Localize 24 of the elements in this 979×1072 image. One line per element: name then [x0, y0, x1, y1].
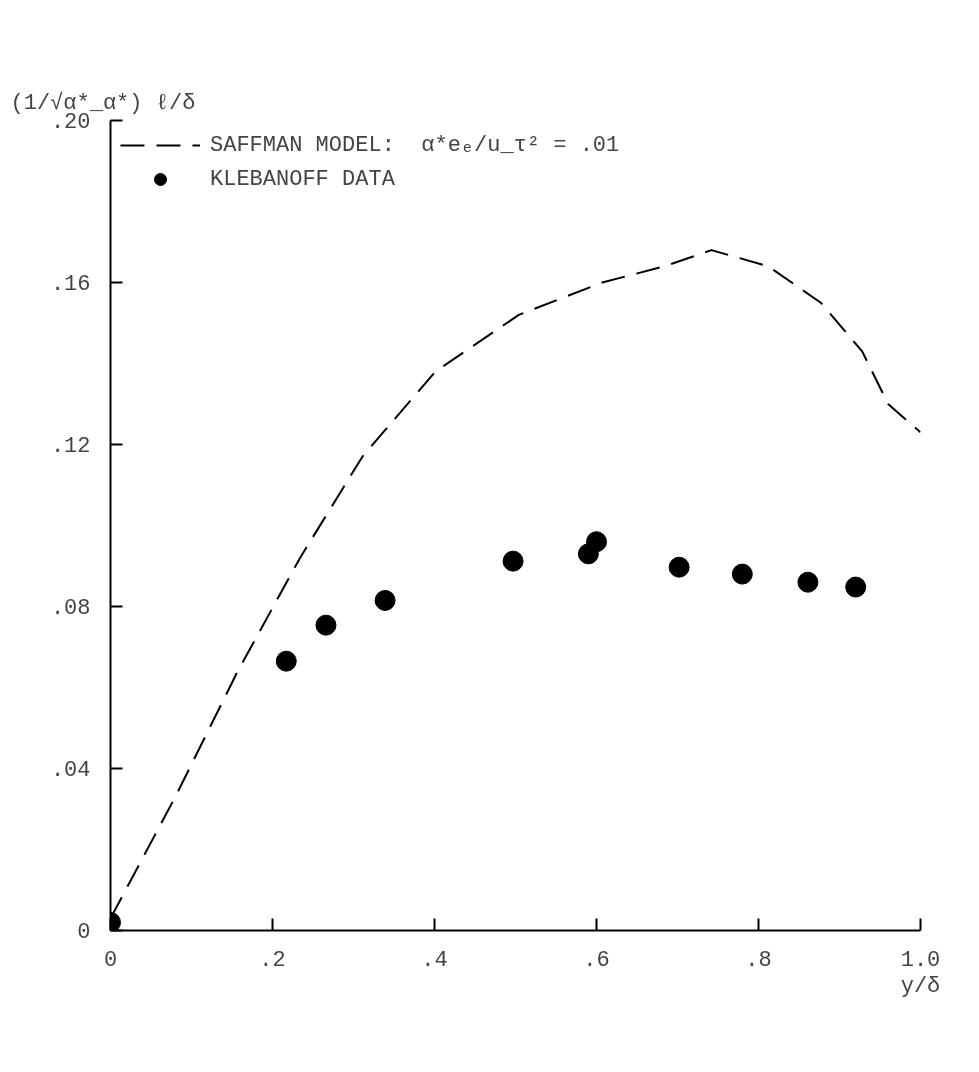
y-tick-label: .20 [50, 110, 91, 135]
y-tick-label: .16 [50, 272, 91, 297]
legend-label: SAFFMAN MODEL: α*eₑ/u_τ² = .01 [210, 132, 620, 158]
x-tick-label: 1.0 [900, 947, 941, 973]
y-tick-label: .04 [50, 758, 91, 783]
x-tick-label: .4 [421, 947, 448, 973]
point [731, 563, 753, 585]
x-tick-label: .6 [583, 947, 610, 973]
point [315, 614, 337, 636]
point [275, 650, 297, 672]
y-tick-label: .08 [50, 596, 91, 621]
legend-label: KLEBANOFF DATA [210, 166, 395, 192]
point [797, 571, 819, 593]
point [845, 576, 867, 598]
point [668, 556, 690, 578]
point [374, 589, 396, 611]
y-tick-label: .12 [50, 434, 91, 459]
x-axis-title: y/δ [900, 973, 941, 999]
x-tick-label: 0 [103, 947, 118, 973]
y-tick-label: 0 [77, 920, 91, 945]
x-tick-label: .2 [259, 947, 286, 973]
point [502, 550, 524, 572]
point [586, 531, 607, 553]
x-tick-label: .8 [745, 947, 772, 973]
